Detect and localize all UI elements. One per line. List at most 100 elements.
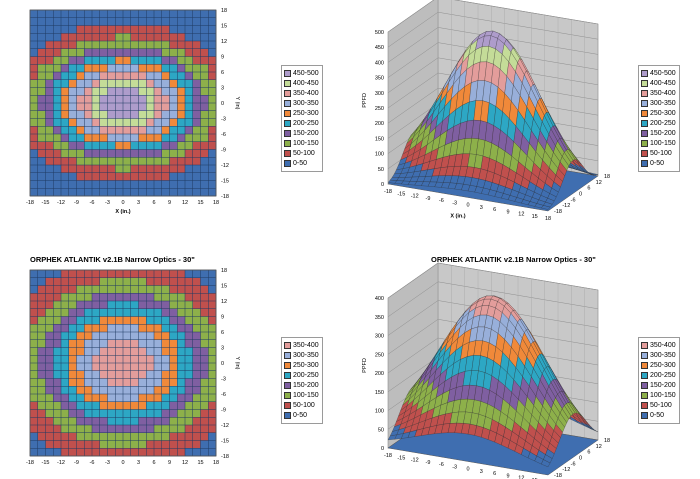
heatmap-cell bbox=[53, 17, 62, 26]
legend-entry: 400-450 bbox=[641, 78, 676, 88]
heatmap-cell bbox=[177, 285, 186, 294]
heatmap-cell bbox=[123, 64, 132, 73]
heatmap-cell bbox=[154, 180, 163, 189]
heatmap-cell bbox=[84, 95, 93, 104]
heatmap-cell bbox=[53, 180, 62, 189]
heatmap-cell bbox=[138, 417, 147, 426]
heatmap-cell bbox=[146, 134, 155, 143]
heatmap-cell bbox=[161, 355, 170, 364]
heatmap-cell bbox=[130, 316, 139, 325]
heatmap-cell bbox=[53, 87, 62, 96]
heatmap-cell bbox=[200, 103, 209, 112]
heatmap-cell bbox=[169, 370, 178, 379]
heatmap-cell bbox=[146, 17, 155, 26]
heatmap-cell bbox=[115, 285, 124, 294]
heatmap-cell bbox=[208, 440, 217, 449]
heatmap-cell bbox=[169, 141, 178, 150]
heatmap-cell bbox=[53, 157, 62, 166]
heatmap-cell bbox=[130, 301, 139, 310]
heatmap-cell bbox=[208, 401, 217, 410]
heatmap-cell bbox=[115, 33, 124, 42]
heatmap-cell bbox=[208, 72, 217, 81]
y-tick-label: 0 bbox=[221, 361, 224, 367]
heatmap-cell bbox=[154, 157, 163, 166]
heatmap-cell bbox=[185, 332, 194, 341]
heatmap-cell bbox=[185, 386, 194, 395]
heatmap-cell bbox=[154, 41, 163, 50]
heatmap-cell bbox=[161, 324, 170, 333]
heatmap-cell bbox=[115, 180, 124, 189]
heatmap-cell bbox=[115, 363, 124, 372]
heatmap-cell bbox=[192, 25, 201, 34]
heatmap-cell bbox=[185, 378, 194, 387]
heatmap-cell bbox=[154, 141, 163, 150]
heatmap-cell bbox=[146, 378, 155, 387]
heatmap-cell bbox=[154, 25, 163, 34]
heatmap-cell bbox=[84, 41, 93, 50]
heatmap-cell bbox=[130, 425, 139, 434]
heatmap-cell bbox=[123, 448, 132, 457]
heatmap-cell bbox=[146, 355, 155, 364]
heatmap-cell bbox=[61, 25, 70, 34]
heatmap-cell bbox=[99, 188, 108, 197]
heatmap-cell bbox=[130, 180, 139, 189]
heatmap-cell bbox=[53, 378, 62, 387]
heatmap-cell bbox=[200, 432, 209, 441]
heatmap-cell bbox=[30, 180, 39, 189]
heatmap-cell bbox=[115, 103, 124, 112]
heatmap-cell bbox=[208, 172, 217, 181]
x-tick-label: 18 bbox=[213, 200, 219, 206]
heatmap-cell bbox=[138, 41, 147, 50]
heatmap-cell bbox=[123, 134, 132, 143]
legend-bottom-left: 350-400 300-350 250-300 200-250 150-200 100-1… bbox=[281, 337, 323, 424]
heatmap-cell bbox=[53, 172, 62, 181]
heatmap-cell bbox=[169, 79, 178, 88]
heatmap-cell bbox=[115, 425, 124, 434]
heatmap-cell bbox=[130, 172, 139, 181]
heatmap-cell bbox=[45, 126, 54, 135]
x-tick-label: 6 bbox=[152, 200, 155, 206]
heatmap-cell bbox=[30, 324, 39, 333]
heatmap-cell bbox=[208, 118, 217, 127]
heatmap-cell bbox=[177, 87, 186, 96]
heatmap-cell bbox=[138, 149, 147, 158]
legend-entry: 200-250 bbox=[641, 118, 676, 128]
heatmap-cell bbox=[177, 149, 186, 158]
heatmap-cell bbox=[130, 126, 139, 135]
heatmap-cell bbox=[37, 25, 46, 34]
heatmap-cell bbox=[68, 425, 77, 434]
heatmap-cell bbox=[192, 448, 201, 457]
heatmap-cell bbox=[53, 118, 62, 127]
heatmap-cell bbox=[76, 285, 85, 294]
heatmap-cell bbox=[30, 363, 39, 372]
heatmap-cell bbox=[146, 448, 155, 457]
heatmap-cell bbox=[53, 301, 62, 310]
heatmap-cell bbox=[115, 141, 124, 150]
heatmap-cell bbox=[177, 56, 186, 65]
heatmap-cell bbox=[138, 110, 147, 119]
heatmap-cell bbox=[92, 180, 101, 189]
heatmap-cell bbox=[107, 339, 116, 348]
heatmap-cell bbox=[138, 355, 147, 364]
heatmap-cell bbox=[84, 285, 93, 294]
heatmap-cell bbox=[92, 394, 101, 403]
heatmap-cell bbox=[37, 10, 46, 19]
heatmap-cell bbox=[208, 110, 217, 119]
heatmap-cell bbox=[30, 79, 39, 88]
heatmap-cell bbox=[161, 301, 170, 310]
heatmap-cell bbox=[208, 10, 217, 19]
heatmap-cell bbox=[115, 316, 124, 325]
heatmap-cell bbox=[146, 332, 155, 341]
heatmap-cell bbox=[68, 118, 77, 127]
heatmap-cell bbox=[76, 277, 85, 286]
heatmap-cell bbox=[84, 401, 93, 410]
heatmap-cell bbox=[185, 448, 194, 457]
heatmap-cell bbox=[45, 378, 54, 387]
heatmap-cell bbox=[169, 409, 178, 418]
heatmap-cell bbox=[107, 17, 116, 26]
heatmap-cell bbox=[185, 363, 194, 372]
heatmap-cell bbox=[161, 440, 170, 449]
heatmap-cell bbox=[115, 409, 124, 418]
legend-swatch bbox=[641, 99, 648, 107]
legend-entry: 350-400 bbox=[641, 88, 676, 98]
